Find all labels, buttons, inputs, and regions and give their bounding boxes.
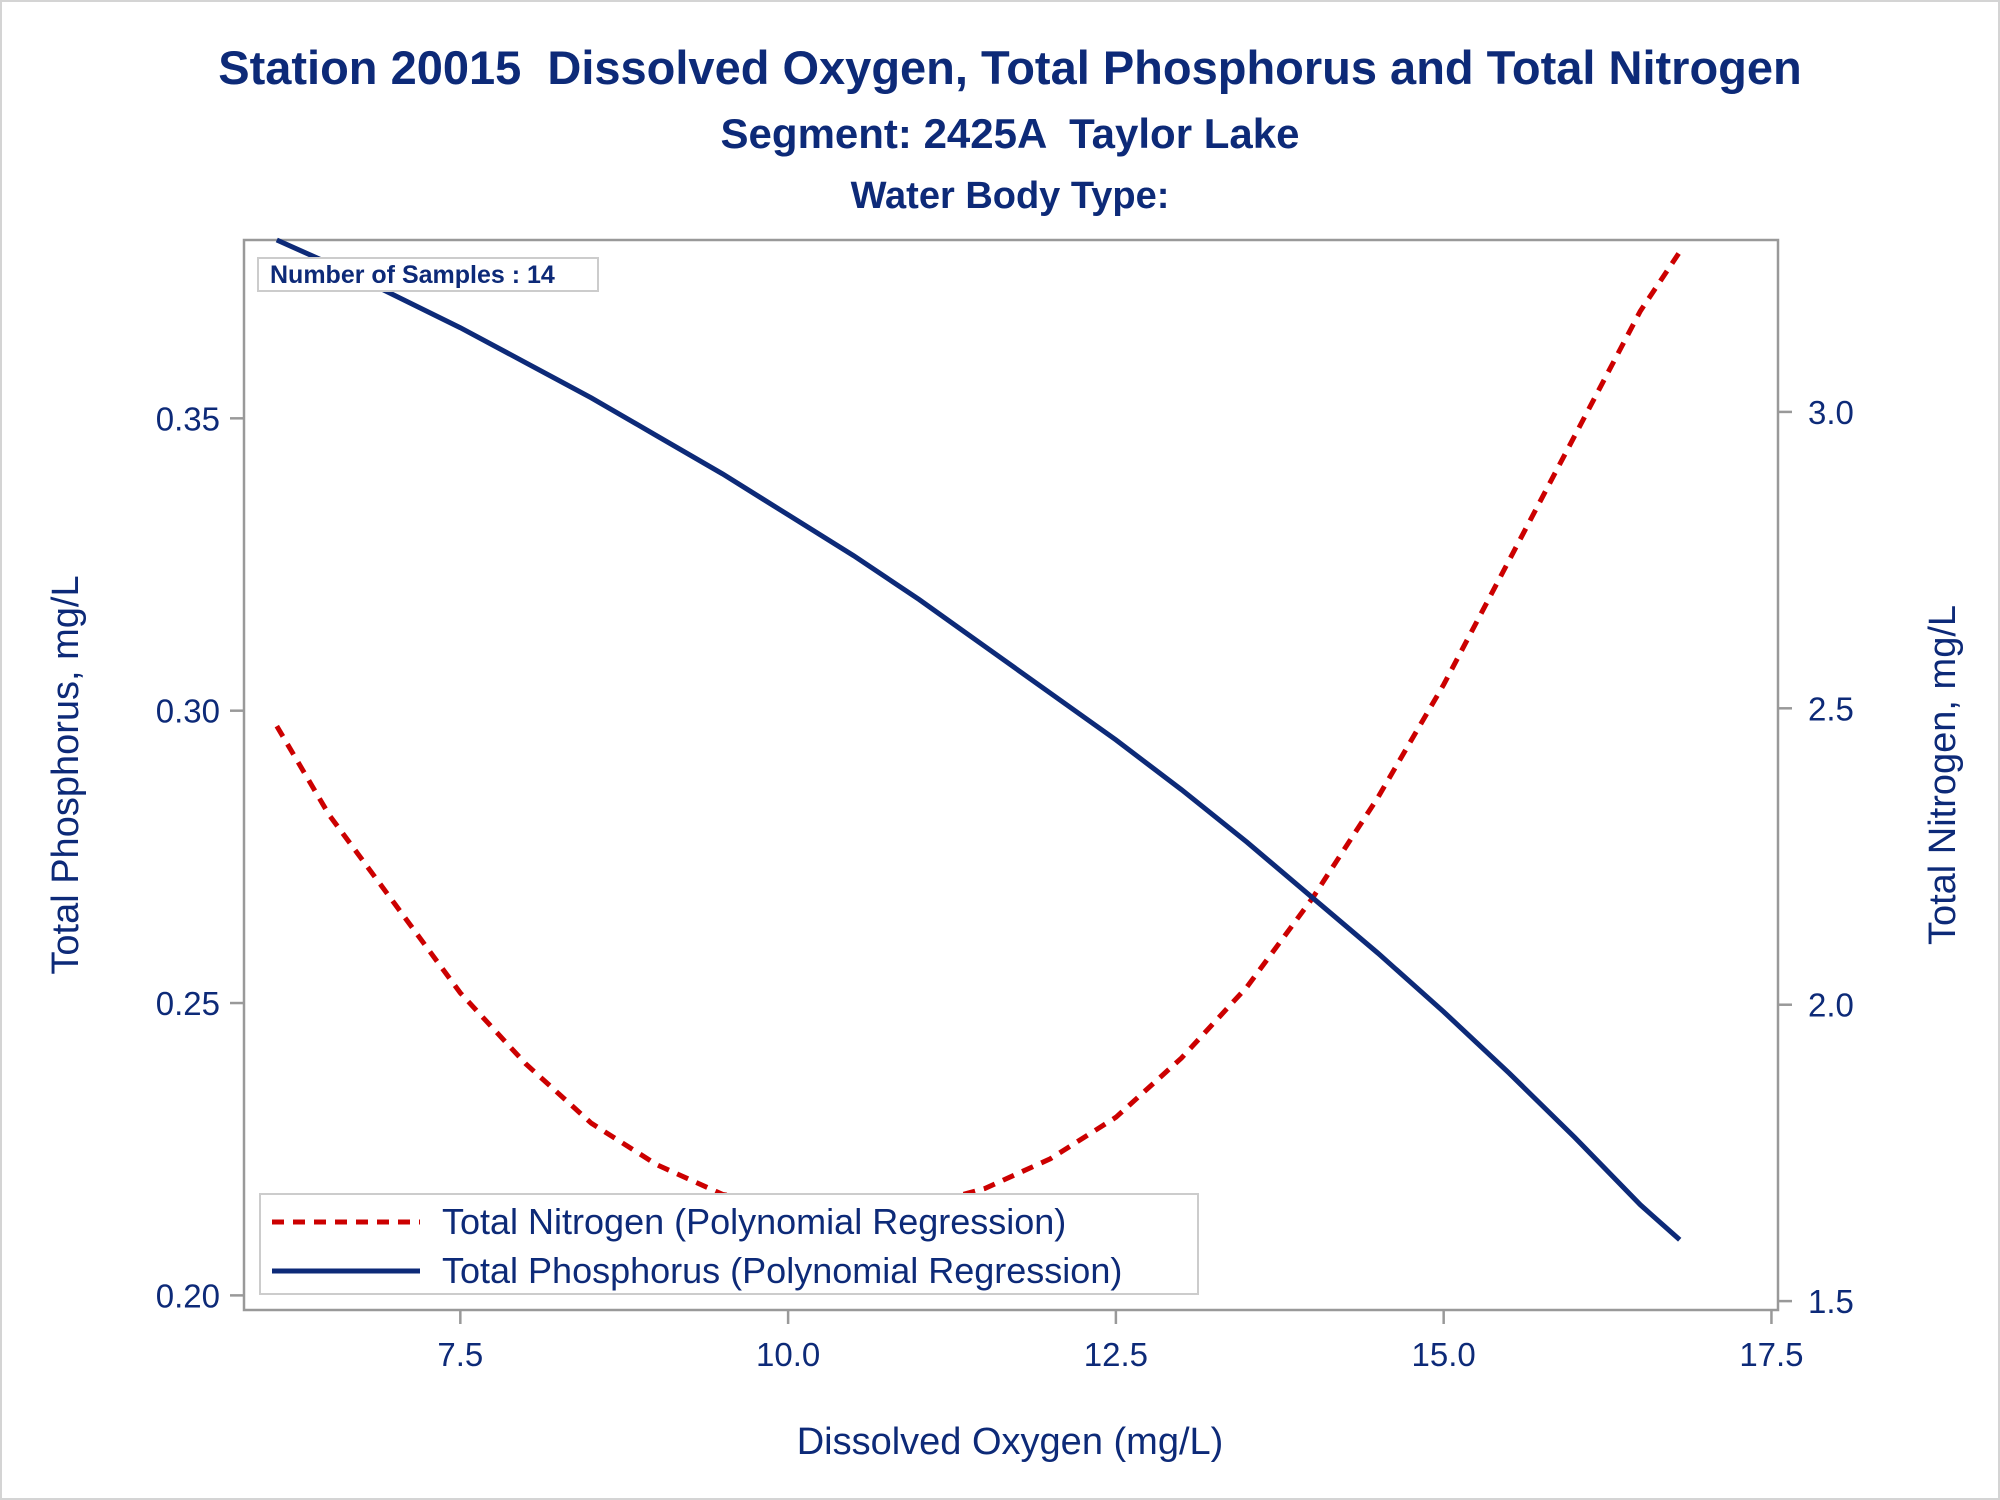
x-axis-label: Dissolved Oxygen (mg/L) (797, 1421, 1224, 1463)
y-axis-left: 0.20 0.25 0.30 0.35 (156, 400, 244, 1314)
series-line-total-phosphorus (275, 237, 1682, 1242)
x-axis: 7.5 10.0 12.5 15.0 17.5 (437, 1310, 1804, 1373)
y2-tick-label: 2.5 (1808, 690, 1854, 727)
y2-axis-label: Total Nitrogen, mg/L (1922, 605, 1964, 945)
x-tick-label: 12.5 (1084, 1336, 1148, 1373)
legend-label-total-phosphorus: Total Phosphorus (Polynomial Regression) (442, 1250, 1122, 1291)
y2-tick-label: 2.0 (1808, 987, 1854, 1024)
chart-subtitle-2: Water Body Type: (851, 175, 1170, 217)
sample-count-box (257, 257, 599, 292)
y-tick-label: 0.20 (156, 1277, 220, 1314)
legend-box (259, 1193, 1199, 1295)
chart-title: Station 20015 Dissolved Oxygen, Total Ph… (218, 41, 1801, 94)
y-tick-label: 0.30 (156, 693, 220, 730)
y2-tick-label: 1.5 (1808, 1283, 1854, 1320)
x-tick-label: 17.5 (1739, 1336, 1803, 1373)
legend: Total Nitrogen (Polynomial Regression) T… (259, 1193, 1199, 1295)
x-tick-label: 15.0 (1412, 1336, 1476, 1373)
x-tick-label: 7.5 (437, 1336, 483, 1373)
legend-label-total-nitrogen: Total Nitrogen (Polynomial Regression) (442, 1201, 1066, 1242)
y-axis-right: 1.5 2.0 2.5 3.0 (1778, 394, 1854, 1320)
y-axis-label: Total Phosphorus, mg/L (45, 575, 87, 974)
y-tick-label: 0.25 (156, 985, 220, 1022)
y2-tick-label: 3.0 (1808, 394, 1854, 431)
chart-subtitle: Segment: 2425A Taylor Lake (721, 110, 1300, 157)
series-line-total-nitrogen (274, 250, 1682, 1215)
plot-area (242, 238, 1780, 1312)
y-tick-label: 0.35 (156, 400, 220, 437)
sample-count-annotation: Number of Samples : 14 (270, 261, 555, 289)
x-tick-label: 10.0 (756, 1336, 820, 1373)
